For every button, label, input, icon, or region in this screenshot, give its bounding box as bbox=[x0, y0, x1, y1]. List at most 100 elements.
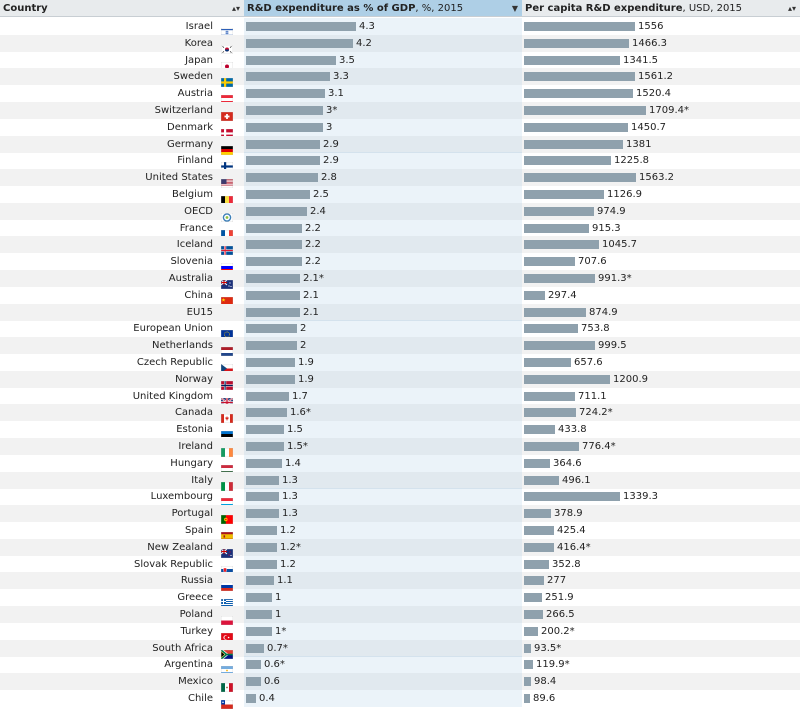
column-header-gdp[interactable]: R&D expenditure as % of GDP, %, 2015 ▼ bbox=[244, 0, 522, 17]
country-name[interactable]: United States bbox=[145, 172, 213, 184]
country-name[interactable]: Netherlands bbox=[152, 340, 213, 352]
per-capita-bar[interactable] bbox=[524, 458, 550, 468]
gdp-bar[interactable] bbox=[246, 206, 307, 216]
gdp-bar[interactable] bbox=[246, 156, 320, 166]
gdp-bar[interactable] bbox=[246, 408, 287, 418]
gdp-bar[interactable] bbox=[246, 643, 264, 653]
per-capita-bar[interactable] bbox=[524, 223, 589, 233]
per-capita-bar[interactable] bbox=[524, 307, 586, 317]
per-capita-bar[interactable] bbox=[524, 694, 530, 703]
per-capita-bar[interactable] bbox=[524, 72, 635, 82]
gdp-bar[interactable] bbox=[246, 89, 325, 99]
country-name[interactable]: Denmark bbox=[167, 121, 213, 133]
gdp-bar[interactable] bbox=[246, 122, 323, 132]
gdp-bar[interactable] bbox=[246, 55, 336, 65]
gdp-bar[interactable] bbox=[246, 190, 310, 199]
sort-arrows-icon[interactable]: ▴▾ bbox=[231, 4, 240, 13]
country-name[interactable]: Australia bbox=[168, 273, 213, 284]
per-capita-bar[interactable] bbox=[524, 542, 554, 552]
country-name[interactable]: Chile bbox=[187, 693, 213, 704]
country-name[interactable]: Turkey bbox=[180, 625, 213, 637]
per-capita-bar[interactable] bbox=[524, 626, 538, 636]
gdp-bar[interactable] bbox=[246, 173, 318, 183]
gdp-bar[interactable] bbox=[246, 593, 272, 603]
country-name[interactable]: France bbox=[179, 222, 213, 234]
sort-desc-icon[interactable]: ▼ bbox=[511, 4, 518, 13]
per-capita-bar[interactable] bbox=[524, 442, 579, 451]
gdp-bar[interactable] bbox=[246, 492, 279, 502]
gdp-bar[interactable] bbox=[246, 274, 300, 283]
per-capita-bar[interactable] bbox=[524, 324, 578, 334]
gdp-bar[interactable] bbox=[246, 458, 282, 468]
per-capita-bar[interactable] bbox=[524, 22, 635, 31]
country-name[interactable]: EU15 bbox=[186, 306, 213, 318]
gdp-bar[interactable] bbox=[246, 677, 261, 687]
country-name[interactable]: Norway bbox=[175, 373, 213, 385]
country-name[interactable]: Iceland bbox=[176, 239, 213, 251]
per-capita-bar[interactable] bbox=[524, 290, 545, 300]
country-name[interactable]: European Union bbox=[133, 323, 213, 335]
per-capita-bar[interactable] bbox=[524, 610, 543, 619]
country-name[interactable]: Estonia bbox=[176, 424, 213, 436]
per-capita-bar[interactable] bbox=[524, 559, 549, 569]
country-name[interactable]: Portugal bbox=[171, 508, 213, 520]
per-capita-bar[interactable] bbox=[524, 475, 559, 485]
gdp-bar[interactable] bbox=[246, 374, 295, 384]
country-name[interactable]: South Africa bbox=[152, 642, 213, 654]
gdp-bar[interactable] bbox=[246, 660, 261, 670]
per-capita-bar[interactable] bbox=[524, 274, 595, 283]
country-name[interactable]: Italy bbox=[191, 474, 213, 486]
country-name[interactable]: Sweden bbox=[173, 71, 213, 83]
gdp-bar[interactable] bbox=[246, 72, 330, 82]
per-capita-bar[interactable] bbox=[524, 190, 604, 199]
per-capita-bar[interactable] bbox=[524, 576, 544, 586]
gdp-bar[interactable] bbox=[246, 341, 297, 351]
gdp-bar[interactable] bbox=[246, 610, 272, 619]
country-name[interactable]: Belgium bbox=[172, 189, 213, 200]
country-name[interactable]: Spain bbox=[185, 525, 213, 536]
country-name[interactable]: Mexico bbox=[178, 676, 213, 688]
per-capita-bar[interactable] bbox=[524, 509, 551, 519]
gdp-bar[interactable] bbox=[246, 391, 289, 401]
per-capita-bar[interactable] bbox=[524, 122, 628, 132]
per-capita-bar[interactable] bbox=[524, 341, 595, 351]
gdp-bar[interactable] bbox=[246, 257, 302, 267]
per-capita-bar[interactable] bbox=[524, 408, 576, 418]
per-capita-bar[interactable] bbox=[524, 358, 571, 367]
country-name[interactable]: Poland bbox=[179, 609, 213, 620]
per-capita-bar[interactable] bbox=[524, 55, 620, 65]
country-name[interactable]: Luxembourg bbox=[150, 491, 213, 503]
per-capita-bar[interactable] bbox=[524, 643, 531, 653]
per-capita-bar[interactable] bbox=[524, 173, 636, 183]
country-name[interactable]: Canada bbox=[174, 407, 213, 419]
gdp-bar[interactable] bbox=[246, 442, 284, 451]
gdp-bar[interactable] bbox=[246, 38, 353, 48]
country-name[interactable]: Slovak Republic bbox=[134, 558, 213, 570]
gdp-bar[interactable] bbox=[246, 106, 323, 115]
per-capita-bar[interactable] bbox=[524, 257, 575, 267]
gdp-bar[interactable] bbox=[246, 475, 279, 485]
gdp-bar[interactable] bbox=[246, 22, 356, 31]
country-name[interactable]: OECD bbox=[184, 205, 213, 217]
gdp-bar[interactable] bbox=[246, 425, 284, 435]
per-capita-bar[interactable] bbox=[524, 425, 555, 435]
country-name[interactable]: Israel bbox=[185, 21, 213, 32]
country-name[interactable]: Russia bbox=[180, 575, 213, 587]
per-capita-bar[interactable] bbox=[524, 526, 554, 535]
country-name[interactable]: Ireland bbox=[178, 441, 213, 452]
gdp-bar[interactable] bbox=[246, 509, 279, 519]
gdp-bar[interactable] bbox=[246, 240, 302, 250]
per-capita-bar[interactable] bbox=[524, 374, 610, 384]
country-name[interactable]: Czech Republic bbox=[136, 357, 213, 368]
country-name[interactable]: Finland bbox=[177, 155, 213, 167]
country-name[interactable]: United Kingdom bbox=[132, 390, 213, 402]
country-name[interactable]: Argentina bbox=[164, 659, 213, 671]
gdp-bar[interactable] bbox=[246, 324, 297, 334]
gdp-bar[interactable] bbox=[246, 223, 302, 233]
gdp-bar[interactable] bbox=[246, 626, 272, 636]
country-name[interactable]: Japan bbox=[185, 54, 213, 66]
per-capita-bar[interactable] bbox=[524, 156, 611, 166]
country-name[interactable]: Austria bbox=[177, 88, 213, 100]
per-capita-bar[interactable] bbox=[524, 206, 594, 216]
country-name[interactable]: Slovenia bbox=[170, 256, 213, 268]
